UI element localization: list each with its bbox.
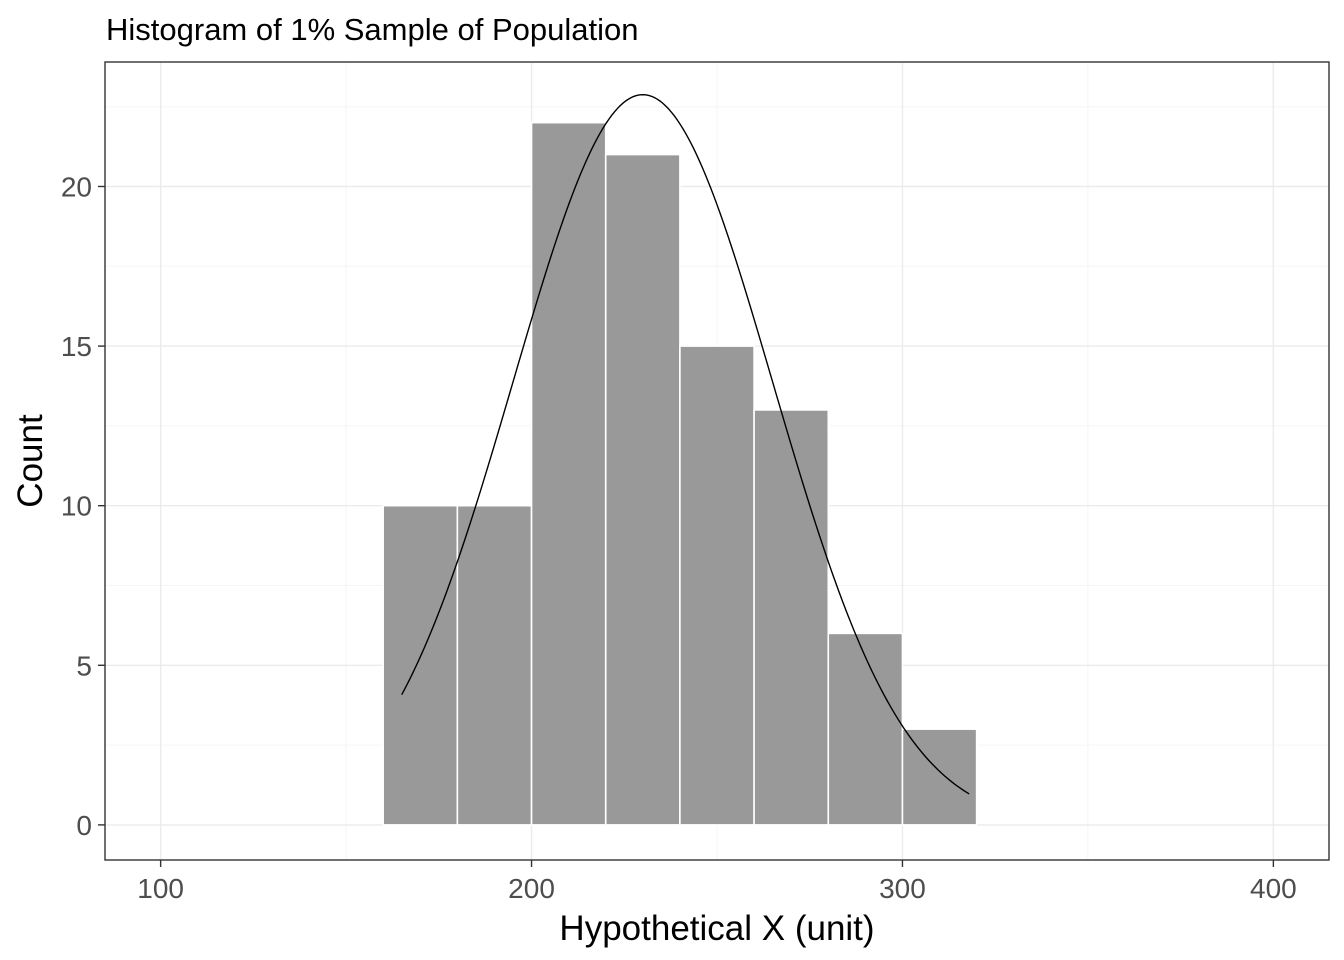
histogram-bars [382,121,978,826]
y-axis-ticks: 0 5 10 15 20 [61,171,105,841]
x-axis-ticks: 100 200 300 400 [137,860,1297,904]
panel-border [104,61,1330,861]
y-tick-label: 10 [61,491,92,522]
x-axis-title: Hypothetical X (unit) [559,909,874,948]
y-tick-label: 5 [76,650,92,681]
x-tick-label: 300 [879,873,926,904]
histogram-bar [530,121,607,826]
x-tick-label: 200 [508,873,555,904]
y-tick-label: 20 [61,171,92,202]
histogram-bar [604,153,681,826]
x-tick-label: 400 [1250,873,1297,904]
y-tick-label: 0 [76,810,92,841]
histogram-bar [827,632,904,826]
histogram-bar [753,409,830,826]
x-tick-label: 100 [137,873,184,904]
y-tick-label: 15 [61,331,92,362]
histogram-bar [679,345,755,826]
normal-density-curve [401,93,970,795]
histogram-bar [456,504,533,826]
chart-title: Histogram of 1% Sample of Population [106,12,638,47]
histogram-bar [901,728,978,826]
histogram-bar [382,504,459,826]
y-axis-title: Count [11,414,50,508]
